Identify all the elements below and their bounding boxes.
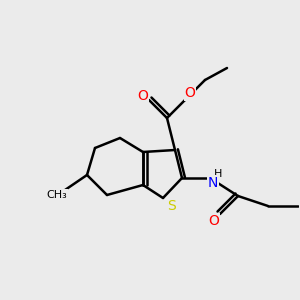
Text: O: O — [138, 89, 148, 103]
Text: H: H — [214, 169, 222, 179]
Text: CH₃: CH₃ — [46, 190, 68, 200]
Text: N: N — [208, 176, 218, 190]
Text: O: O — [184, 86, 195, 100]
Text: O: O — [208, 214, 219, 228]
Text: S: S — [167, 199, 176, 213]
